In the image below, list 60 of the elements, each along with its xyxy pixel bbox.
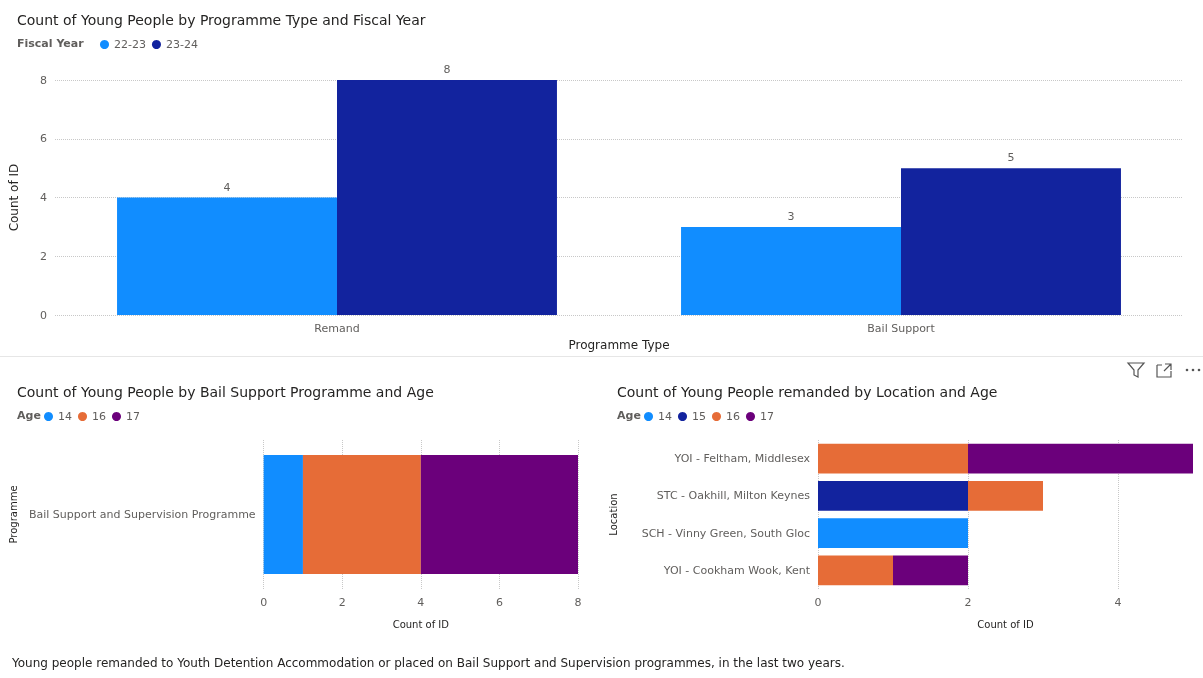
x-axis-title: Count of ID — [392, 618, 450, 630]
bar — [337, 80, 557, 316]
y-axis-title: Location — [607, 493, 619, 536]
y-tick-label: 8 — [40, 73, 47, 87]
legend-label: 16 — [92, 410, 106, 423]
y-tick-label: Bail Support and Supervision Programme — [28, 508, 256, 521]
x-tick-label: 0 — [814, 596, 822, 609]
x-tick-label: 4 — [417, 596, 425, 609]
bar — [420, 454, 578, 575]
legend-label: 16 — [725, 410, 740, 423]
x-tick-label: 2 — [964, 596, 972, 609]
bar — [818, 480, 968, 511]
data-label: 5 — [1007, 151, 1015, 165]
bar — [818, 518, 968, 549]
y-tick-label: STC - Oakhill, Milton Keynes — [656, 489, 811, 503]
x-tick-label: Bail Support — [867, 322, 936, 336]
x-tick-label: 8 — [574, 596, 582, 609]
bar — [263, 454, 303, 575]
x-tick-label: 0 — [260, 596, 268, 609]
legend-label: 22-23 — [114, 38, 146, 51]
data-label: 4 — [223, 180, 231, 194]
chart-title: Count of Young People by Bail Support Programme and Age — [17, 384, 434, 400]
bar — [968, 443, 1193, 474]
legend-label: 15 — [692, 410, 706, 423]
legend-label: 17 — [759, 410, 774, 423]
bar — [681, 226, 901, 316]
chart-title: Count of Young People by Programme Type and Fiscal Year — [17, 12, 426, 28]
bar — [968, 480, 1043, 511]
text: Young people remanded to Youth Detention Accommodation or placed on Bail Support and Supervision programmes, in the last two years. — [12, 656, 846, 670]
bar — [818, 443, 968, 474]
y-axis-title: Count of ID — [7, 163, 21, 232]
y-tick-label: YOI - Feltham, Middlesex — [673, 452, 811, 466]
bar — [117, 197, 337, 316]
x-tick-label: 2 — [338, 596, 346, 609]
y-tick-label: YOI - Cookham Wook, Kent — [662, 563, 811, 577]
legend-label: 17 — [125, 410, 140, 423]
bar — [818, 555, 893, 586]
chart-title: Count of Young People remanded by Location and Age — [617, 384, 998, 400]
legend-title: Age — [617, 409, 641, 422]
bar — [893, 555, 968, 586]
x-tick-label: 6 — [495, 596, 503, 609]
y-tick-label: 6 — [40, 132, 47, 146]
y-tick-label: SCH - Vinny Green, South Gloc — [641, 526, 810, 540]
data-label: 8 — [443, 63, 451, 76]
x-tick-label: Remand — [314, 322, 360, 336]
legend-label: 23-24 — [165, 38, 198, 51]
legend-label: 14 — [58, 410, 72, 423]
bar — [901, 168, 1121, 316]
y-axis-title: Programme — [7, 485, 19, 544]
bar — [302, 454, 421, 575]
y-tick-label: 2 — [40, 249, 47, 263]
legend-label: 14 — [658, 410, 672, 423]
legend-title: Age — [17, 409, 41, 422]
y-tick-label: 4 — [40, 191, 47, 205]
x-axis-title: Count of ID — [977, 618, 1034, 630]
data-label: 3 — [787, 209, 795, 223]
legend-title: Fiscal Year — [17, 37, 85, 50]
x-tick-label: 4 — [1114, 596, 1122, 609]
x-axis-title: Programme Type — [568, 338, 670, 352]
y-tick-label: 0 — [40, 308, 47, 322]
